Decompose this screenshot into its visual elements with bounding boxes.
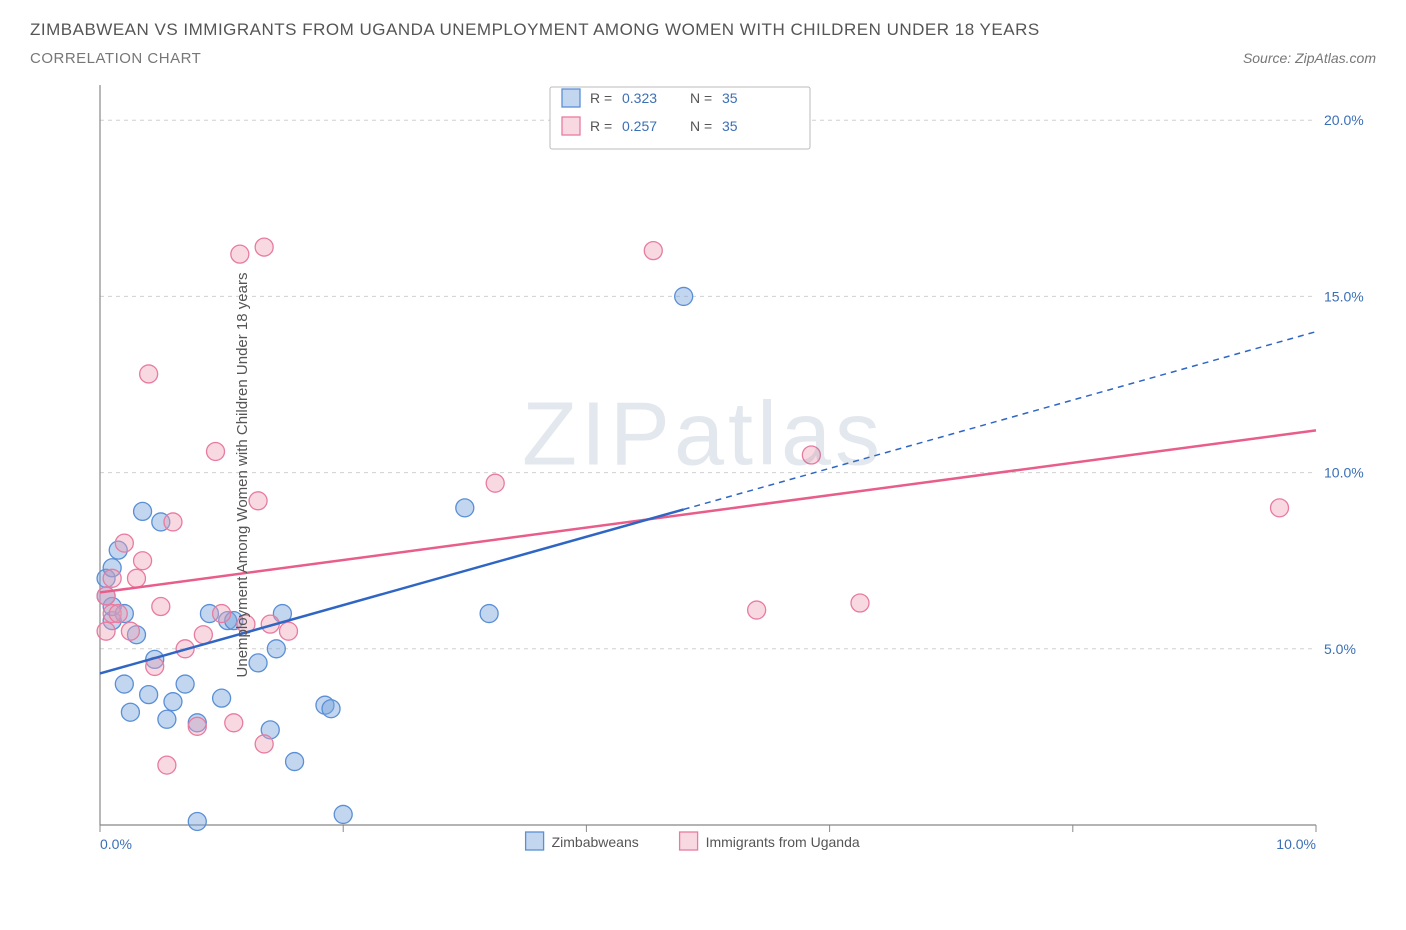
svg-text:0.257: 0.257 — [622, 118, 657, 134]
svg-text:Immigrants from Uganda: Immigrants from Uganda — [706, 834, 860, 850]
svg-text:0.323: 0.323 — [622, 90, 657, 106]
chart-subtitle: CORRELATION CHART — [30, 50, 201, 67]
svg-text:20.0%: 20.0% — [1324, 112, 1364, 128]
svg-text:15.0%: 15.0% — [1324, 288, 1364, 304]
svg-text:0.0%: 0.0% — [100, 836, 132, 852]
svg-text:N =: N = — [690, 90, 712, 106]
chart-area: Unemployment Among Women with Children U… — [30, 75, 1376, 875]
svg-text:10.0%: 10.0% — [1276, 836, 1316, 852]
scatter-chart: 5.0% 10.0% 15.0% 20.0% 0.0% 10.0% R = 0.323 N = 3… — [30, 75, 1376, 875]
svg-text:5.0%: 5.0% — [1324, 641, 1356, 657]
svg-text:35: 35 — [722, 118, 738, 134]
svg-text:35: 35 — [722, 90, 738, 106]
subtitle-row: CORRELATION CHART Source: ZipAtlas.com — [30, 50, 1376, 67]
y-axis-label: Unemployment Among Women with Children U… — [234, 273, 251, 678]
svg-text:Zimbabweans: Zimbabweans — [552, 834, 639, 850]
source-credit: Source: ZipAtlas.com — [1243, 50, 1376, 66]
svg-text:10.0%: 10.0% — [1324, 465, 1364, 481]
svg-text:N =: N = — [690, 118, 712, 134]
svg-text:R =: R = — [590, 90, 612, 106]
chart-title: ZIMBABWEAN VS IMMIGRANTS FROM UGANDA UNE… — [30, 20, 1376, 40]
svg-text:R =: R = — [590, 118, 612, 134]
